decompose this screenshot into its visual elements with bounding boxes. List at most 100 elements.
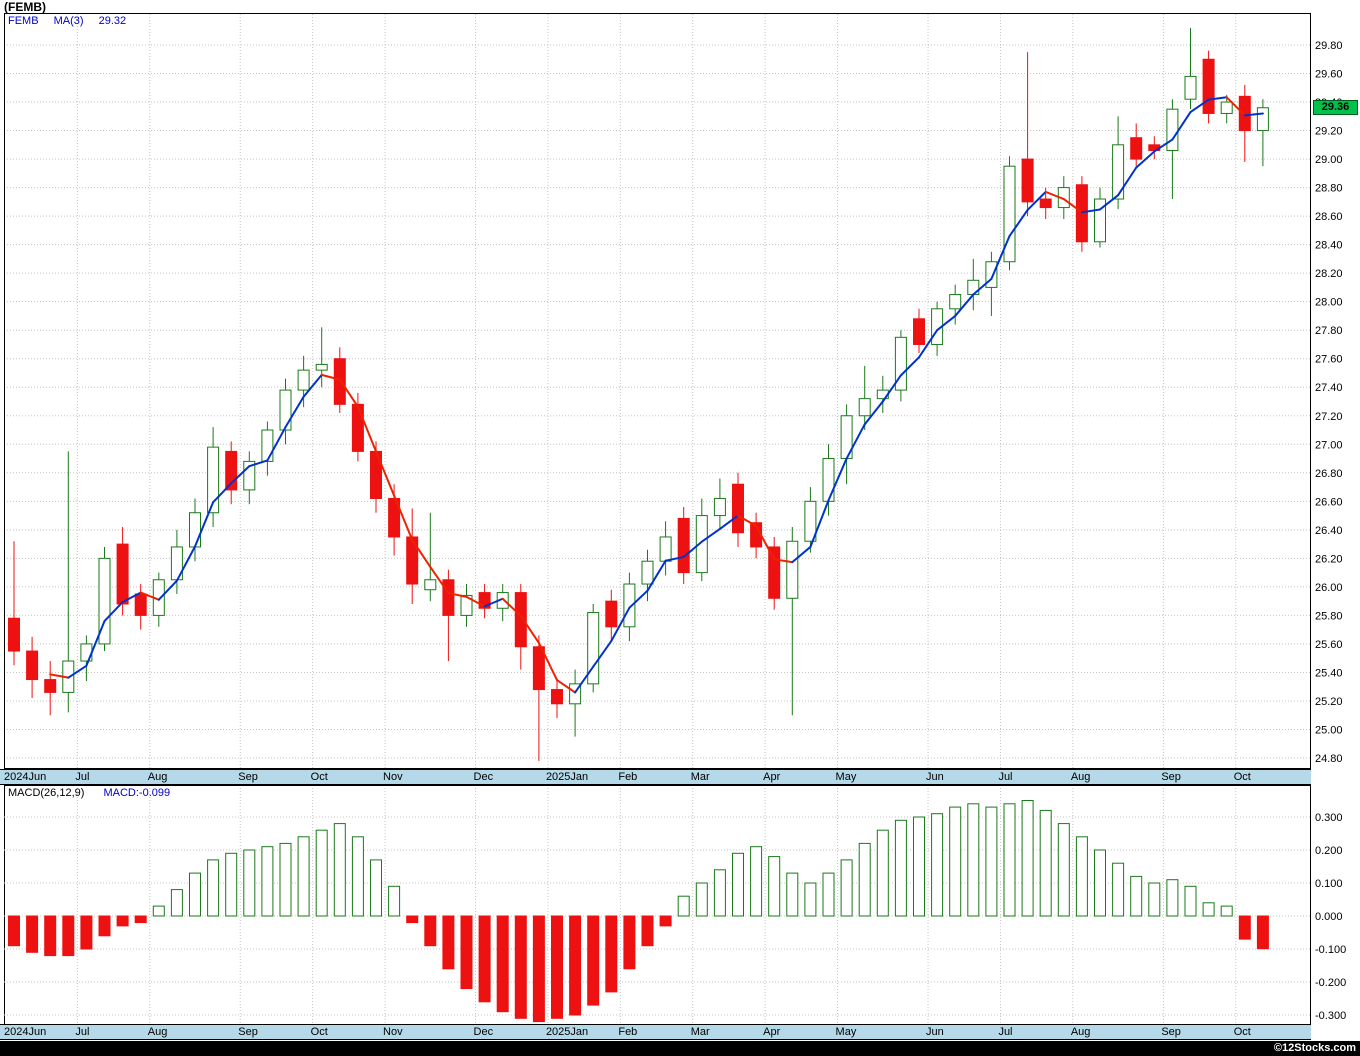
- month-label: Dec: [473, 771, 494, 783]
- macd-bar-positive: [370, 859, 382, 917]
- ma-line-segment: [447, 592, 468, 598]
- ma-line-segment: [393, 494, 414, 541]
- month-label: Dec: [473, 1026, 494, 1038]
- ma-line-segment: [266, 426, 287, 462]
- macd-bar-negative: [134, 915, 147, 924]
- macd-bar-positive: [931, 813, 944, 917]
- last-price-badge: 29.36: [1313, 99, 1358, 115]
- candle-down: [1238, 95, 1251, 132]
- month-label: Jul: [75, 1026, 90, 1038]
- macd-bar-negative: [532, 915, 545, 1023]
- ma-line-segment: [465, 595, 486, 608]
- macd-legend: MACD(26,12,9) MACD:-0.099: [8, 787, 170, 799]
- ma-line-segment: [302, 373, 323, 398]
- candle-up: [894, 336, 907, 391]
- macd-bar-positive: [1039, 809, 1052, 917]
- ma-line-segment: [592, 640, 613, 668]
- ma-line-segment: [1117, 166, 1138, 197]
- price-y-axis-label: 25.00: [1315, 724, 1343, 736]
- price-y-axis-label: 27.20: [1315, 411, 1343, 423]
- ma-line-segment: [1225, 96, 1246, 117]
- price-y-axis-label: 25.60: [1315, 639, 1343, 651]
- ma-line-segment: [284, 395, 305, 429]
- macd-bar-positive: [695, 882, 708, 917]
- macd-bar-negative: [98, 915, 111, 937]
- ma-line-segment: [918, 329, 939, 359]
- ma-line-segment: [899, 356, 920, 377]
- month-label: Nov: [383, 771, 403, 783]
- macd-bar-negative: [623, 915, 636, 970]
- macd-bar-positive: [261, 846, 274, 917]
- candle-up: [1256, 107, 1269, 132]
- ma-line-segment: [1080, 208, 1101, 214]
- candle-up: [786, 540, 799, 599]
- month-label: Sep: [1161, 1026, 1181, 1038]
- ma-line-segment: [845, 423, 866, 460]
- candle-up: [1112, 144, 1125, 200]
- price-y-axis-label: 29.20: [1315, 126, 1343, 138]
- candle-up: [804, 500, 817, 542]
- month-label: Oct: [310, 771, 328, 783]
- macd-bar-negative: [442, 915, 455, 970]
- ma-line-segment: [501, 597, 522, 617]
- macd-bar-negative: [659, 915, 672, 927]
- candle-down: [406, 536, 419, 585]
- macd-bar-positive: [1202, 902, 1215, 917]
- macd-bar-positive: [1112, 862, 1125, 917]
- macd-bar-positive: [750, 846, 763, 917]
- ma-line-segment: [356, 405, 377, 453]
- ma-line-segment: [139, 591, 160, 601]
- month-label: Jul: [998, 771, 1013, 783]
- month-label: Aug: [1070, 771, 1091, 783]
- macd-bar-negative: [44, 915, 57, 957]
- month-label: 2024Jun: [4, 771, 47, 783]
- ma-line-segment: [755, 525, 776, 561]
- footer-bar: ©12Stocks.com: [0, 1041, 1360, 1056]
- macd-bar-positive: [1075, 836, 1088, 917]
- ma-line-segment: [610, 606, 631, 643]
- price-y-axis-label: 28.80: [1315, 183, 1343, 195]
- candle-up: [297, 369, 310, 391]
- macd-bar-positive: [804, 882, 817, 917]
- macd-bar-positive: [207, 859, 220, 917]
- macd-bar-negative: [26, 915, 39, 953]
- candle-up: [1220, 101, 1233, 114]
- month-label: Aug: [147, 1026, 168, 1038]
- ma-line-segment: [1026, 190, 1047, 211]
- macd-bar-positive: [243, 849, 256, 917]
- price-y-axis-label: 28.40: [1315, 240, 1343, 252]
- macd-bar-positive: [677, 895, 690, 917]
- month-label: Aug: [147, 771, 168, 783]
- macd-bar-positive: [225, 852, 238, 917]
- macd-bar-positive: [297, 836, 310, 917]
- ma-line-segment: [1243, 112, 1264, 117]
- macd-bar-negative: [8, 915, 20, 947]
- symbol-label: FEMB: [8, 15, 39, 27]
- macd-bar-negative: [478, 915, 491, 1003]
- macd-bar-positive: [858, 842, 871, 917]
- price-y-axis-label: 26.00: [1315, 582, 1343, 594]
- macd-bar-positive: [1148, 882, 1161, 917]
- macd-y-axis-label: 0.000: [1315, 911, 1343, 923]
- price-y-axis-label: 29.60: [1315, 69, 1343, 81]
- macd-bar-negative: [406, 915, 419, 924]
- candle-down: [732, 483, 744, 534]
- macd-bar-positive: [913, 816, 925, 917]
- candle-down: [442, 579, 455, 616]
- month-label: Jun: [926, 1026, 944, 1038]
- candle-up: [623, 583, 636, 628]
- month-label: Jul: [998, 1026, 1013, 1038]
- candle-down: [913, 318, 925, 345]
- month-label: Oct: [1233, 771, 1251, 783]
- candle-up: [261, 429, 274, 462]
- macd-bar-negative: [641, 915, 654, 947]
- candle-up: [641, 560, 654, 585]
- candle-up: [695, 515, 708, 574]
- price-legend: FEMB MA(3) 29.32: [8, 15, 138, 27]
- candle-down: [351, 403, 364, 452]
- ma-line-segment: [574, 665, 595, 694]
- month-label: Jul: [75, 771, 90, 783]
- macd-bar-positive: [1003, 803, 1016, 917]
- price-y-axis-label: 25.80: [1315, 610, 1343, 622]
- month-label: Feb: [618, 771, 638, 783]
